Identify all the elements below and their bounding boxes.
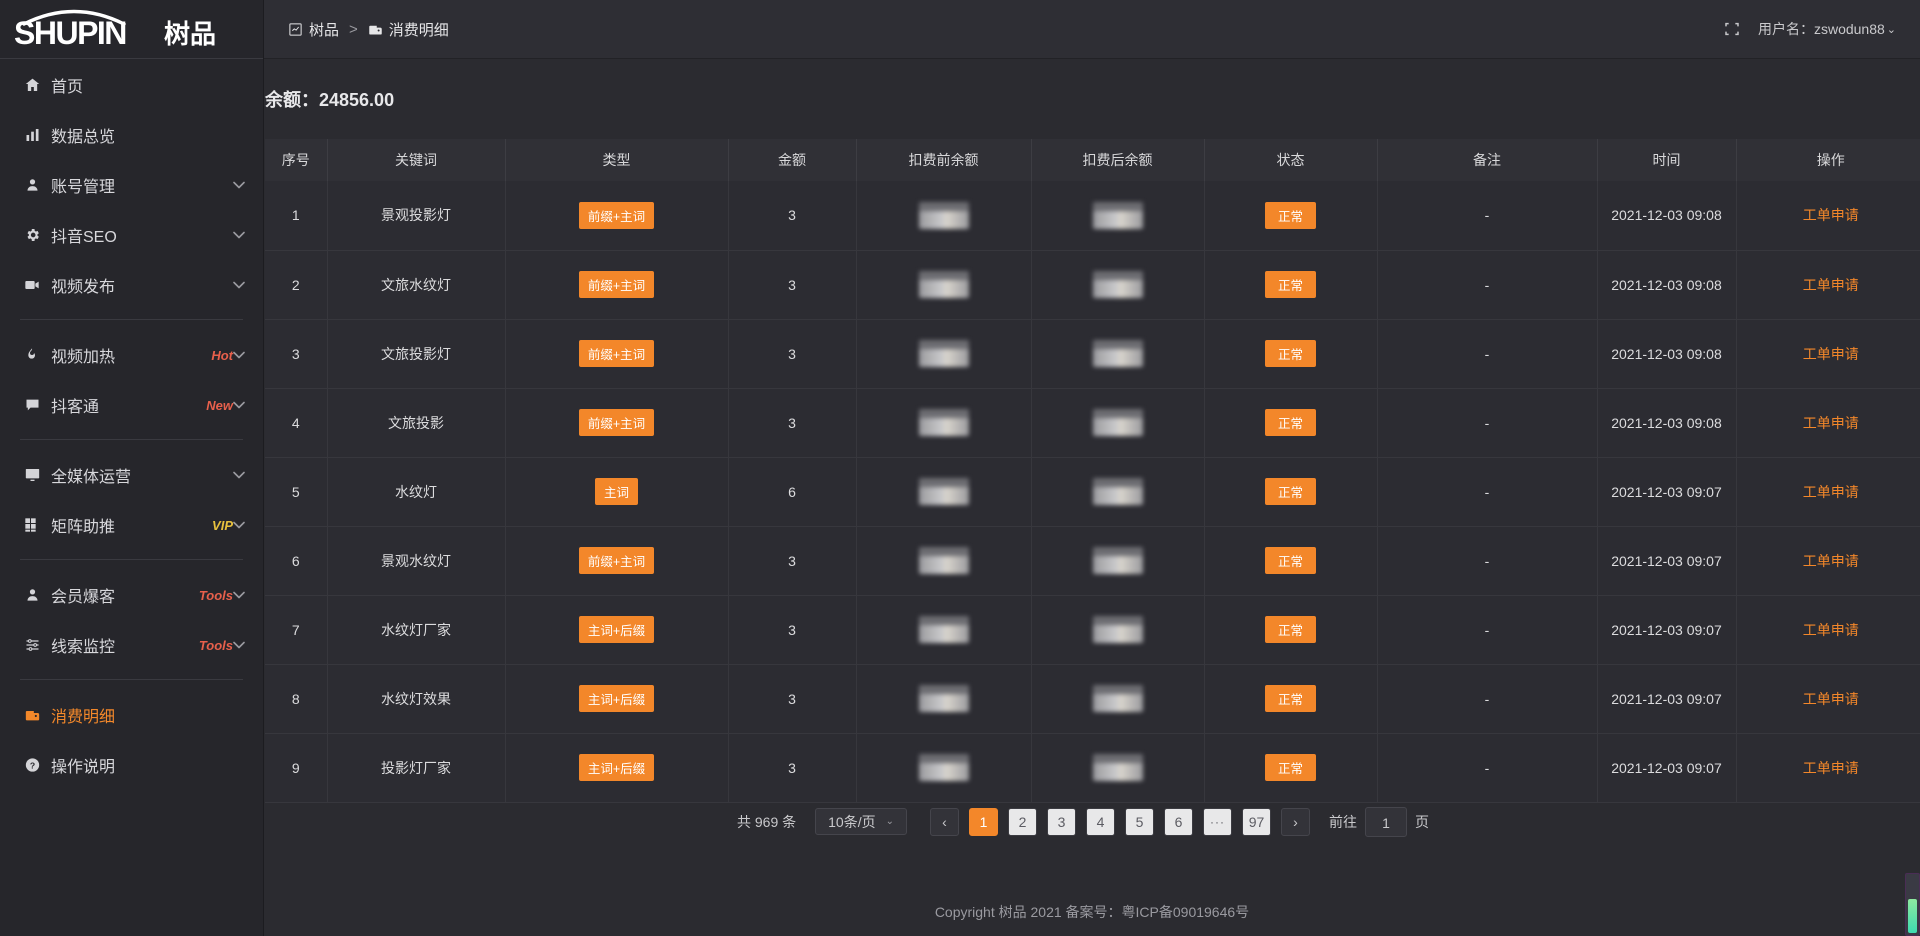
svg-text:树品: 树品 <box>164 19 216 49</box>
svg-text:SHUPIN: SHUPIN <box>14 15 126 49</box>
svg-text:?: ? <box>29 760 34 770</box>
